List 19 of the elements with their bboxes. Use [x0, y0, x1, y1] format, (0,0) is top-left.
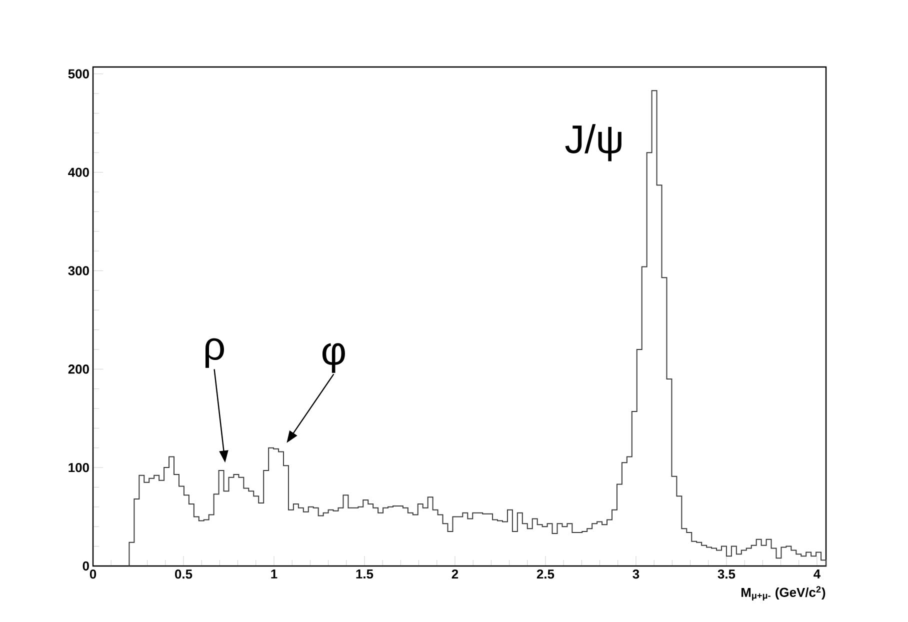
- annotation: ρ: [206, 338, 224, 368]
- y-tick-label: 500: [68, 69, 89, 78]
- annotation: φ: [322, 343, 345, 373]
- x-tick-label: 2.5: [536, 570, 554, 579]
- y-tick-label: 100: [68, 462, 89, 472]
- x-tick-label: 1.5: [356, 570, 374, 579]
- x-tick-label: 4: [814, 570, 820, 578]
- y-tick-label: 300: [68, 266, 89, 276]
- x-tick-label: 0: [90, 570, 96, 579]
- y-tick-label: 0: [82, 561, 89, 571]
- x-axis-title: M$_{μ+μ-}$ (GeV/c$^{2}$): [741, 586, 826, 600]
- x-tick-label: 3.5: [718, 570, 736, 579]
- x-tick-label: 2: [452, 570, 458, 579]
- x-tick-label: 1: [271, 570, 278, 578]
- annotation: J/ψ: [565, 124, 622, 162]
- x-tick-label: 3: [632, 570, 640, 579]
- x-tick-label: 0.5: [175, 570, 192, 579]
- y-tick-label: 200: [68, 364, 89, 374]
- y-tick-label: 400: [68, 168, 89, 177]
